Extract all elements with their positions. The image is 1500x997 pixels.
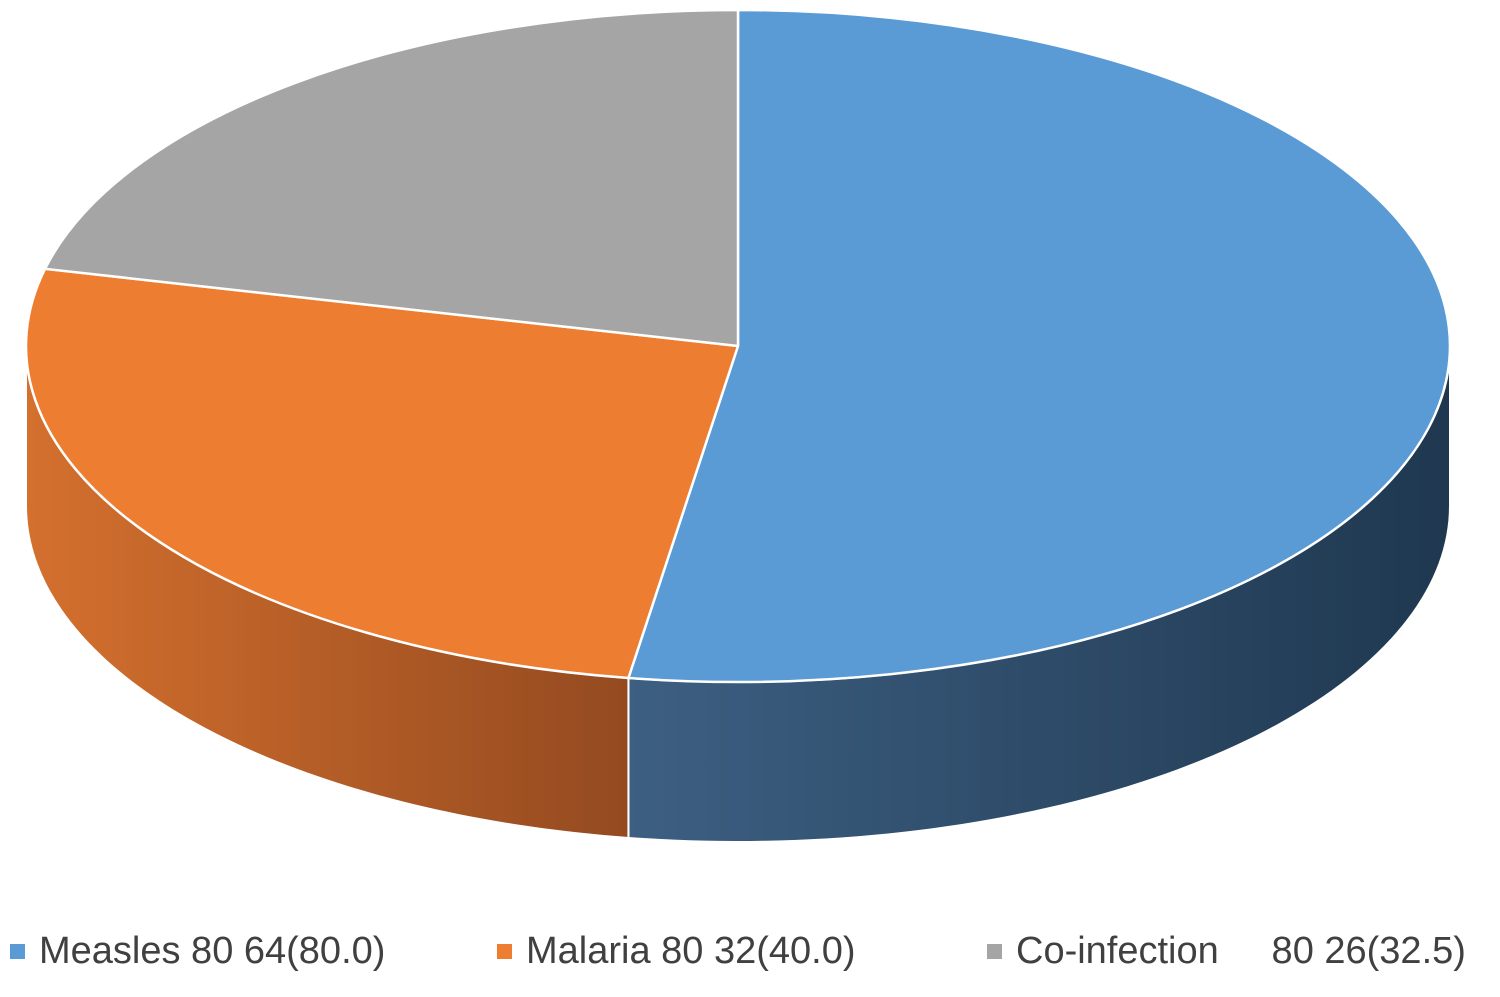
legend-swatch-malaria — [497, 944, 512, 959]
legend-label-malaria: Malaria 80 32(40.0) — [526, 930, 856, 972]
legend-swatch-coinfection — [987, 944, 1002, 959]
legend-item-coinfection: Co-infection 80 26(32.5) — [987, 930, 1466, 973]
legend-item-malaria: Malaria 80 32(40.0) — [497, 930, 856, 973]
legend-label-coinfection: Co-infection 80 26(32.5) — [1016, 930, 1466, 972]
chart-legend: Measles 80 64(80.0) Malaria 80 32(40.0) … — [0, 930, 1500, 990]
pie-slice-measles — [627, 8, 1452, 684]
pie-slice-malaria — [24, 267, 740, 680]
legend-label-measles: Measles 80 64(80.0) — [39, 930, 386, 972]
pie-slice-coinfection — [43, 8, 740, 348]
legend-swatch-measles — [10, 944, 25, 959]
pie-chart — [24, 8, 1452, 844]
legend-item-measles: Measles 80 64(80.0) — [10, 930, 385, 973]
